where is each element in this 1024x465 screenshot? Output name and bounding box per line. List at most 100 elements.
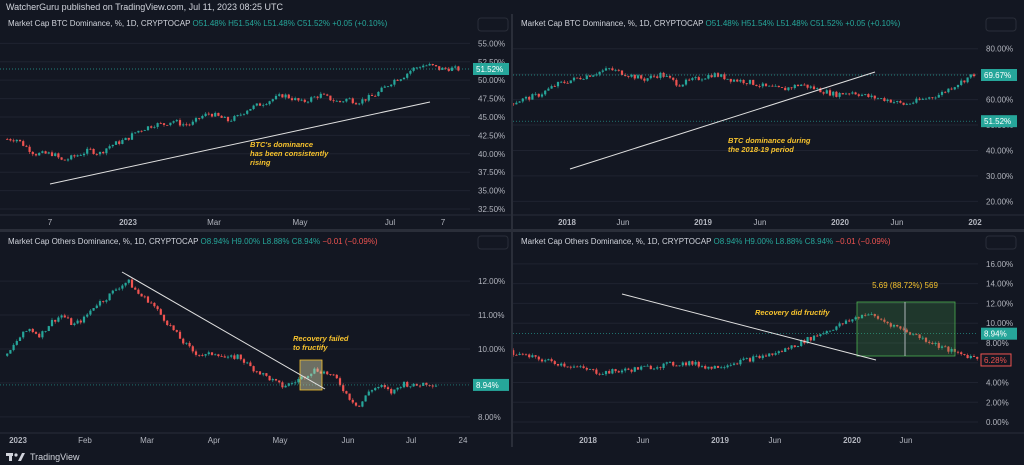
- candle-body: [905, 103, 908, 105]
- candle-body: [47, 326, 50, 331]
- candle-body: [684, 79, 688, 85]
- candle-body: [739, 359, 742, 365]
- candle-body: [268, 375, 271, 381]
- x-tick-label: Jun: [769, 436, 782, 445]
- candle-body: [556, 81, 560, 87]
- candle-body: [537, 93, 540, 97]
- candle-body: [630, 74, 633, 77]
- candle-body: [102, 151, 105, 154]
- candle-body: [784, 87, 787, 91]
- candle-body: [924, 337, 928, 342]
- price-tag: 51.52%: [476, 65, 503, 74]
- chart-title: Market Cap Others Dominance, %, 1D, CRYP…: [521, 237, 891, 246]
- candle-body: [790, 87, 793, 89]
- candle-body: [601, 70, 604, 72]
- candle-body: [588, 369, 592, 370]
- candle-body: [377, 386, 380, 389]
- candle-body: [198, 118, 201, 119]
- candle-body: [928, 97, 931, 99]
- candle-body: [828, 90, 832, 96]
- candle-body: [367, 95, 370, 101]
- candle-body: [418, 385, 422, 387]
- candle-body: [540, 94, 544, 97]
- x-tick-label: 7: [441, 218, 446, 227]
- candle-body: [550, 86, 553, 89]
- price-tag-bg: [473, 378, 509, 391]
- candle-body: [146, 126, 150, 131]
- candle-body: [649, 365, 652, 370]
- panel-menu-button[interactable]: [477, 17, 509, 32]
- candle-body: [684, 362, 688, 366]
- candle-body: [720, 74, 723, 77]
- candle-body: [50, 152, 54, 156]
- candle-body: [140, 293, 143, 297]
- candle-body: [60, 315, 63, 318]
- candle-body: [274, 379, 278, 381]
- candle-body: [800, 340, 803, 346]
- candle-body: [182, 124, 185, 126]
- candle-body: [38, 152, 41, 156]
- candle-body: [704, 366, 707, 369]
- candle-body: [521, 353, 524, 355]
- y-tick-label: 11.00%: [478, 311, 505, 320]
- candle-body: [742, 79, 745, 84]
- candle-body: [230, 120, 233, 122]
- candle-body: [614, 69, 617, 71]
- panel-menu-button[interactable]: [985, 235, 1017, 250]
- candle-body: [108, 146, 111, 149]
- candle-body: [736, 363, 739, 365]
- candle-body: [870, 314, 873, 315]
- candle-body: [70, 318, 73, 326]
- chart-title: Market Cap Others Dominance, %, 1D, CRYP…: [8, 237, 378, 246]
- candle-body: [620, 70, 624, 76]
- x-tick-label: Jun: [754, 218, 767, 227]
- candle-body: [521, 98, 524, 102]
- candle-body: [892, 102, 896, 103]
- candle-body: [857, 94, 860, 96]
- candle-body: [665, 75, 668, 77]
- candle-body: [265, 104, 268, 105]
- candle-body: [6, 139, 9, 140]
- candle-body: [566, 366, 569, 368]
- candle-body: [79, 320, 82, 323]
- panel-menu-button[interactable]: [985, 17, 1017, 32]
- candle-body: [57, 153, 60, 158]
- candle-body: [105, 300, 108, 302]
- candle-body: [624, 75, 627, 77]
- candle-body: [118, 141, 121, 144]
- price-tag: 69.67%: [984, 71, 1011, 80]
- candle-body: [370, 95, 374, 96]
- panel-divider-horizontal: [0, 229, 1024, 232]
- y-tick-label: 40.00%: [986, 146, 1013, 155]
- candle-body: [774, 85, 777, 87]
- plot-bg: [0, 232, 511, 447]
- candle-body: [226, 356, 230, 358]
- candle-body: [95, 153, 98, 155]
- y-tick-label: 14.00%: [986, 280, 1013, 289]
- candle-body: [207, 113, 210, 115]
- candle-body: [905, 329, 908, 333]
- candle-body: [825, 90, 828, 94]
- candle-body: [153, 302, 156, 307]
- candle-body: [210, 113, 214, 117]
- ref-tag-bg: [981, 115, 1017, 128]
- candle-body: [547, 88, 550, 91]
- price-tag-bg: [981, 327, 1017, 340]
- candle-body: [409, 70, 412, 74]
- candle-body: [617, 69, 620, 71]
- candle-body: [246, 110, 249, 114]
- annotation-text: rising: [250, 158, 271, 167]
- candle-body: [121, 140, 124, 144]
- candle-body: [691, 361, 694, 365]
- panel-menu-button[interactable]: [477, 235, 509, 250]
- x-tick-label: Jun: [637, 436, 650, 445]
- candle-body: [137, 130, 140, 133]
- candle-body: [652, 368, 656, 370]
- chart-p3: 12.00%11.00%10.00%9.00%8.00%2023FebMarAp…: [0, 232, 511, 447]
- candle-body: [633, 367, 636, 372]
- candle-body: [166, 124, 169, 126]
- candle-body: [252, 366, 255, 372]
- candle-body: [210, 352, 214, 355]
- x-tick-label: Jul: [406, 436, 416, 445]
- candle-body: [415, 67, 418, 69]
